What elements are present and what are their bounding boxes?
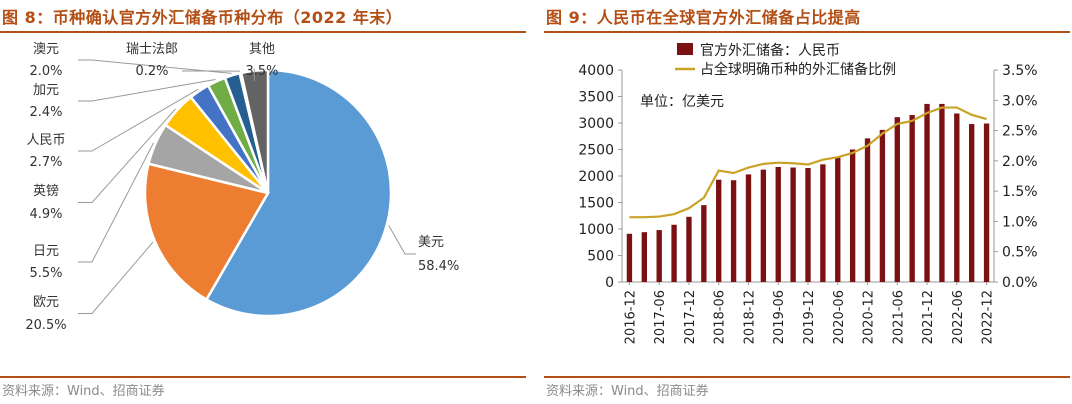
pie-chart: 美元 58.4% 欧元 20.5% 日元 5.5% 英镑 4.9% 人民币 2.7% 加元 2.4% 澳… [25,41,459,333]
pie-value-8: 3.5% [245,64,278,79]
figure-9-panel: 图 9：人民币在全球官方外汇储备占比提高 0 500 1000 1500 2000 250… [544,0,1072,404]
bar-2018-12 [745,174,752,282]
y-left-tick-label: 1000 [578,222,614,238]
leader-line-2 [78,142,154,263]
figure-8-title: 图 8：币种确认官方外汇储备币种分布（2022 年末） [2,8,403,27]
pie-value-7: 0.2% [135,64,168,79]
bar-2017-06 [656,230,662,282]
bar-2020-09 [849,149,856,282]
y-left-tick-label: 0 [605,275,614,291]
bar-2020-12 [864,138,871,282]
x-tick-label-2021-12: 2021-12 [921,290,936,344]
leader-line-6 [78,59,232,74]
legend-line-label: 占全球明确币种的外汇储备比例 [700,61,896,78]
leader-line-4 [78,88,199,152]
pie-slice-1 [143,162,270,302]
y-left-tick-label: 2500 [578,143,614,159]
y-left-tick-label: 4000 [578,63,614,79]
combo-chart: 0 500 1000 1500 2000 2500 3000 3500 4000 0.0% 0.5%… [578,42,1038,344]
y-left-tick-label: 3500 [578,90,614,106]
bar-2022-12 [983,123,990,282]
figure-8-source: 资料来源：Wind、招商证券 [2,384,165,399]
bar-2021-12 [924,103,930,282]
pie-value-0: 58.4% [418,259,459,274]
bar-2016-12 [626,233,633,282]
x-tick-label-2022-06: 2022-06 [951,290,966,344]
pie-label-6: 澳元 [33,41,59,57]
bar-2021-09 [909,115,915,282]
legend-bar-label: 官方外汇储备：人民币 [700,42,840,59]
y-right-tick-label: 1.5% [1002,184,1038,200]
x-tick-label-2020-06: 2020-06 [832,290,847,344]
x-tick-label-2016-12: 2016-12 [623,290,638,344]
y-right-tick-label: 0.5% [1002,245,1038,261]
figure-8-bottom-rule [0,376,526,378]
bar-2019-09 [790,167,796,282]
y-right-tick-label: 2.0% [1002,154,1038,170]
figure-9-source: 资料来源：Wind、招商证券 [546,384,709,399]
y-right-tick-label: 3.5% [1002,63,1038,79]
pie-label-8: 其他 [249,42,275,57]
leader-line-1 [78,241,154,314]
y-left-tick-label: 1500 [578,196,614,212]
figure-8-panel: 图 8：币种确认官方外汇储备币种分布（2022 年末） 美元 58.4% 欧元 20.… [0,0,528,404]
figure-9-top-rule [544,31,1070,33]
x-tick-label-2018-06: 2018-06 [713,290,728,344]
pie-value-1: 20.5% [25,318,66,333]
pie-label-2: 日元 [33,244,59,259]
bar-2022-06 [954,113,960,283]
bar-2019-03 [760,169,767,282]
pie-label-4: 人民币 [26,133,65,148]
y-left-tick-label: 3000 [578,116,614,132]
bar-2018-09 [730,180,737,282]
bar-2020-03 [820,164,826,282]
y-right-tick-label: 0.0% [1002,275,1038,291]
leader-line-5 [78,79,216,102]
x-tick-label-2020-12: 2020-12 [862,290,877,344]
bar-2021-06 [894,117,900,282]
x-tick-label-2021-06: 2021-06 [891,290,906,344]
x-tick-label-2019-06: 2019-06 [772,290,787,344]
y-right-tick-label: 2.5% [1002,124,1038,140]
figure-9-bottom-rule [544,376,1070,378]
x-tick-label-2018-12: 2018-12 [742,290,757,344]
bar-2017-09 [671,224,677,282]
leader-line-0 [388,225,416,255]
bar-2022-03 [939,103,945,282]
share-line [629,106,987,219]
legend-bar-swatch [677,43,693,55]
figure-8-top-rule [0,31,526,33]
x-tick-label-2017-06: 2017-06 [653,290,668,344]
bar-2018-03 [701,205,707,282]
y-right-tick-label: 1.0% [1002,214,1038,230]
pie-value-4: 2.7% [29,155,62,170]
unit-note: 单位：亿美元 [640,94,724,110]
pie-value-6: 2.0% [29,64,62,79]
pie-label-5: 加元 [33,83,59,98]
x-tick-label-2022-12: 2022-12 [981,290,996,344]
bar-2019-06 [775,166,781,282]
pie-value-2: 5.5% [29,266,62,281]
pie-label-3: 英镑 [33,183,59,199]
bar-2021-03 [879,129,886,282]
bar-2020-06 [835,156,841,282]
bar-2017-12 [686,216,692,282]
leader-line-3 [78,108,176,203]
x-tick-label-2019-12: 2019-12 [802,290,817,344]
bar-2019-12 [805,168,811,282]
figure-9-title: 图 9：人民币在全球官方外汇储备占比提高 [546,8,861,27]
pie-slice-0 [204,68,393,318]
y-left-tick-label: 2000 [578,169,614,185]
pie-label-0: 美元 [418,235,444,250]
pie-value-5: 2.4% [29,105,62,120]
pie-label-7: 瑞士法郎 [126,42,178,57]
y-left-tick-label: 500 [587,249,614,265]
bar-2022-09 [969,124,975,282]
pie-value-3: 4.9% [29,207,62,222]
pie-label-1: 欧元 [33,295,59,310]
bar-2017-03 [641,232,647,282]
y-right-tick-label: 3.0% [1002,93,1038,109]
x-tick-label-2017-12: 2017-12 [683,290,698,344]
bar-2018-06 [716,179,722,282]
